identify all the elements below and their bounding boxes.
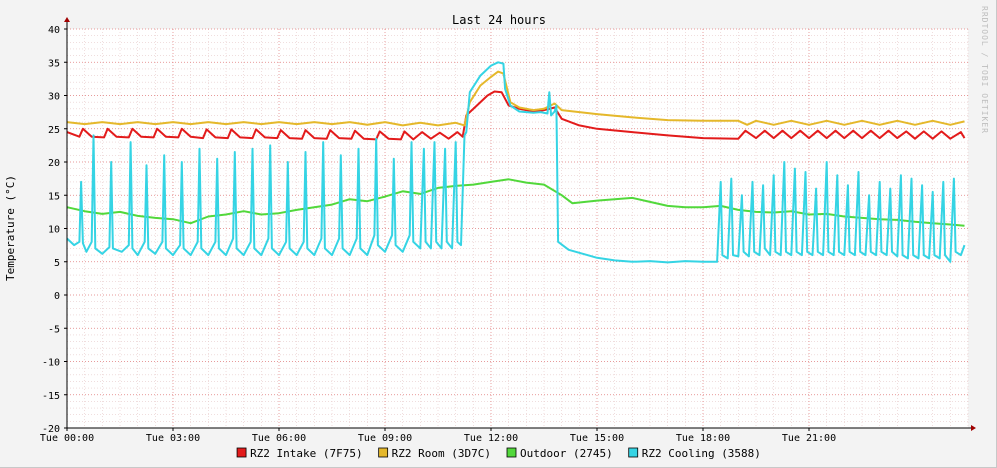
y-tick-label: 0 (54, 291, 60, 302)
y-tick-label: 30 (48, 92, 60, 103)
x-axis-arrow (971, 425, 976, 431)
y-tick-label: -15 (42, 391, 60, 402)
series-line-3 (66, 61, 966, 264)
y-tick-label: 25 (48, 125, 60, 136)
y-tick-label: -20 (42, 424, 60, 435)
x-tick-label: Tue 00:00 (40, 433, 94, 444)
chart-title: Last 24 hours (452, 13, 546, 27)
y-tick-labels: 40 35 30 25 20 15 10 5 0 -5 -10 -15 -20 (42, 25, 60, 435)
y-tick-label: 10 (48, 225, 60, 236)
series-lines (66, 61, 966, 264)
x-tick-label: Tue 03:00 (146, 433, 200, 444)
legend-swatch-3 (628, 447, 639, 458)
series-line-2 (66, 178, 965, 227)
y-tick-label: 40 (48, 25, 60, 36)
legend-label-1: RZ2 Room (3D7C) (392, 447, 491, 460)
legend-label-3: RZ2 Cooling (3588) (642, 447, 761, 460)
legend-swatch-1 (378, 447, 389, 458)
watermark: RRDTOOL / TOBI OETIKER (980, 6, 989, 134)
legend-swatch-0 (236, 447, 247, 458)
x-tick-label: Tue 21:00 (782, 433, 836, 444)
series-line-1 (66, 70, 965, 127)
x-tick-labels: Tue 00:00 Tue 03:00 Tue 06:00 Tue 09:00 Tue … (40, 433, 836, 444)
x-tick-label: Tue 18:00 (676, 433, 730, 444)
series-line-0 (66, 90, 966, 141)
y-tick-label: 20 (48, 158, 60, 169)
y-tick-label: 15 (48, 191, 60, 202)
legend-label-2: Outdoor (2745) (520, 447, 613, 460)
y-axis-arrow (64, 17, 70, 22)
y-tick-label: -10 (42, 358, 60, 369)
x-tick-label: Tue 12:00 (464, 433, 518, 444)
x-tick-label: Tue 06:00 (252, 433, 306, 444)
y-tick-label: 5 (54, 258, 60, 269)
legend-label-0: RZ2 Intake (7F75) (250, 447, 363, 460)
y-tick-label: -5 (48, 324, 60, 335)
y-axis-label: Temperature (°C) (4, 175, 17, 281)
x-tick-label: Tue 09:00 (358, 433, 412, 444)
legend: RZ2 Intake (7F75) RZ2 Room (3D7C) Outdoor … (236, 447, 761, 460)
axes (64, 17, 976, 431)
y-tick-label: 35 (48, 58, 60, 69)
x-tick-label: Tue 15:00 (570, 433, 624, 444)
legend-swatch-2 (506, 447, 517, 458)
